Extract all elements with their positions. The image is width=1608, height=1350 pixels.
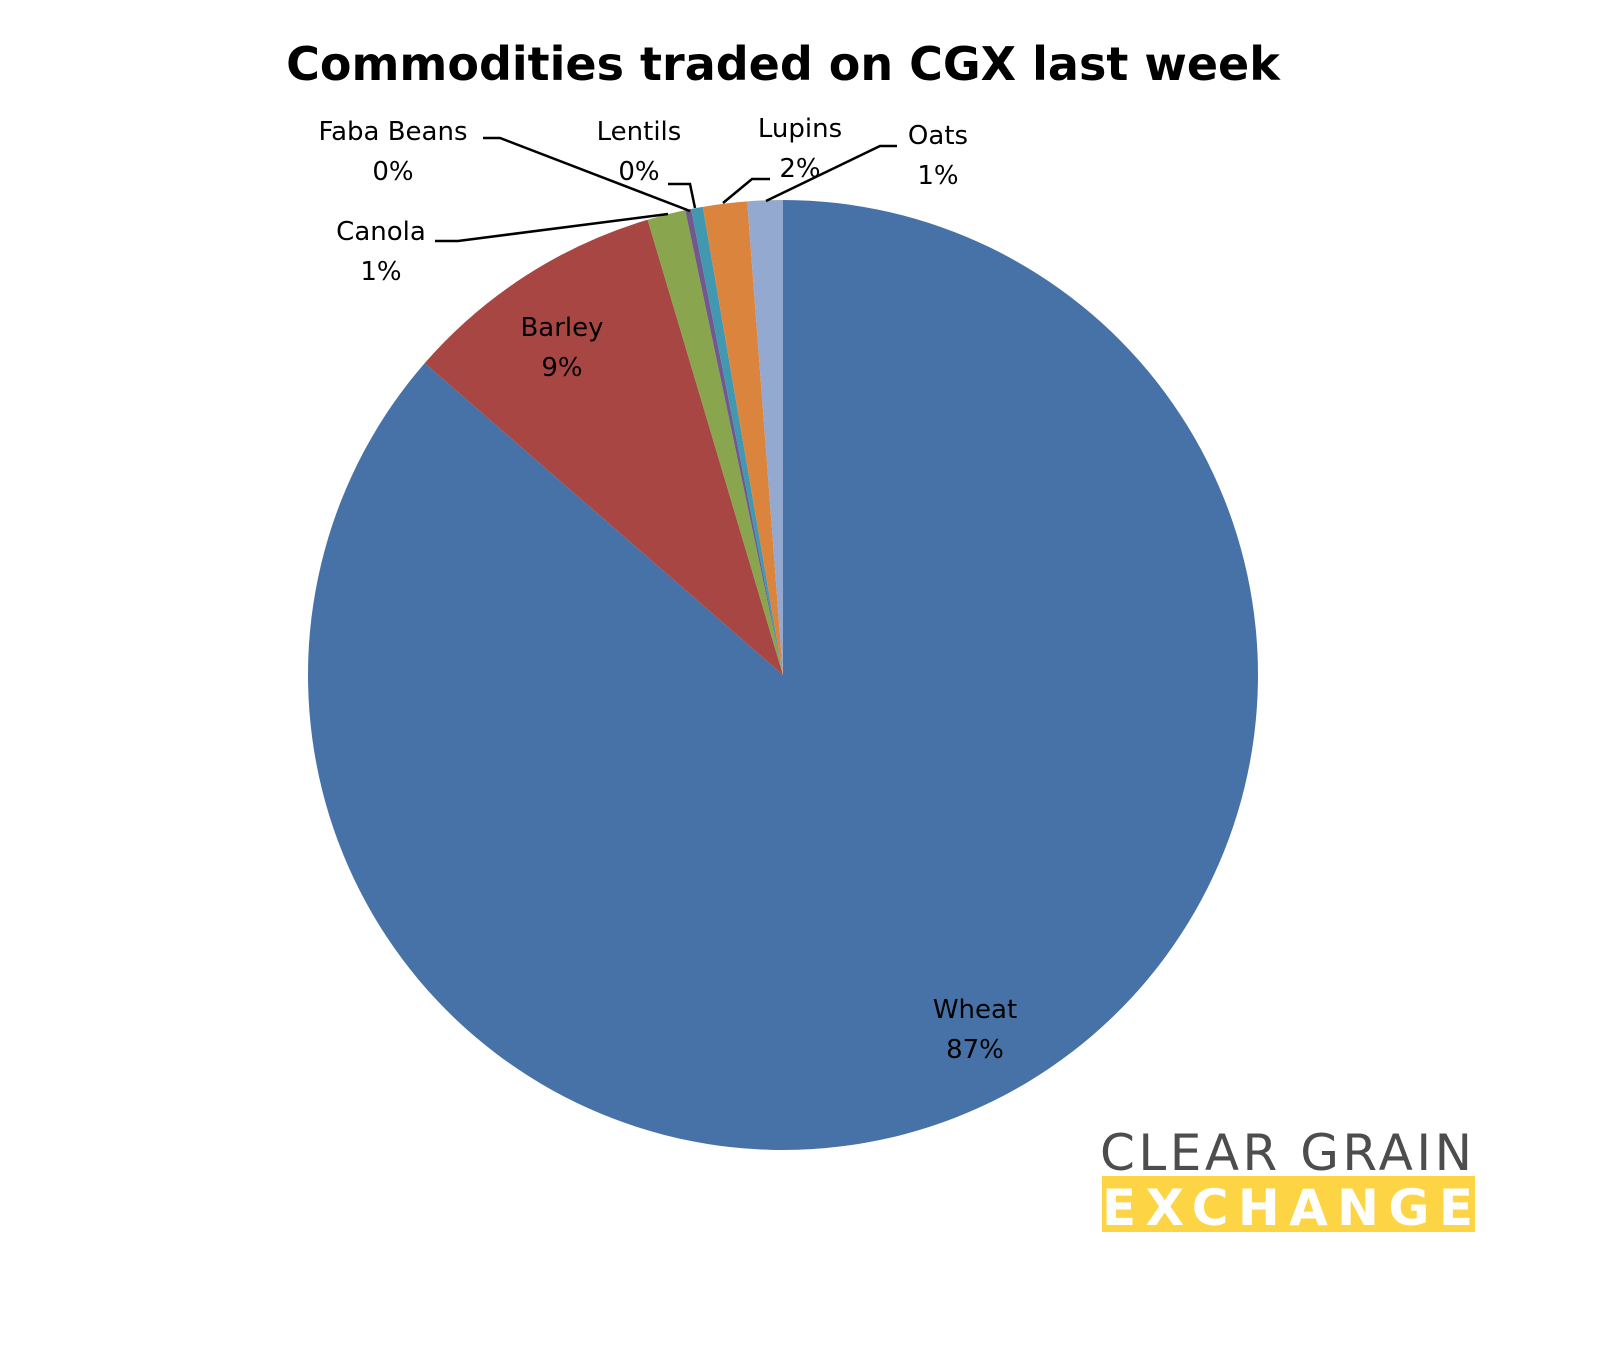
leader-line [483, 136, 691, 213]
slice-data-label: 0% [618, 157, 659, 187]
logo-line1: CLEAR GRAIN [1100, 1124, 1475, 1182]
leader-line [435, 212, 669, 243]
slice-label: Canola [336, 217, 426, 247]
slice-data-label: 9% [541, 353, 582, 383]
slice-label: Wheat [933, 995, 1017, 1025]
slice-label: Lentils [597, 117, 682, 147]
leader-line [668, 182, 697, 209]
pie-slice-lentils [691, 206, 783, 675]
slice-data-label: 1% [360, 257, 401, 287]
slice-data-label: 2% [779, 154, 820, 184]
pie-slice-lupins [702, 201, 783, 675]
slice-label: Barley [520, 313, 603, 343]
slice-data-label: 0% [372, 157, 413, 187]
logo-line2: EXCHANGE [1102, 1179, 1475, 1237]
pie-slice-barley [424, 219, 783, 675]
slice-data-label: 87% [946, 1035, 1004, 1065]
logo: CLEAR GRAIN EXCHANGE [1100, 1124, 1475, 1237]
slice-label: Faba Beans [319, 117, 468, 147]
chart-title: Commodities traded on CGX last week [286, 37, 1281, 91]
leader-line [722, 177, 770, 204]
logo-bar [1102, 1176, 1475, 1232]
pie-slice-faba-beans [685, 208, 783, 676]
pie-slice-canola [647, 210, 783, 675]
leader-line [765, 144, 897, 203]
slice-data-label: 1% [917, 161, 958, 191]
slice-label: Lupins [758, 114, 842, 144]
slice-label: Oats [908, 121, 968, 151]
pie-slice-oats [747, 200, 783, 675]
